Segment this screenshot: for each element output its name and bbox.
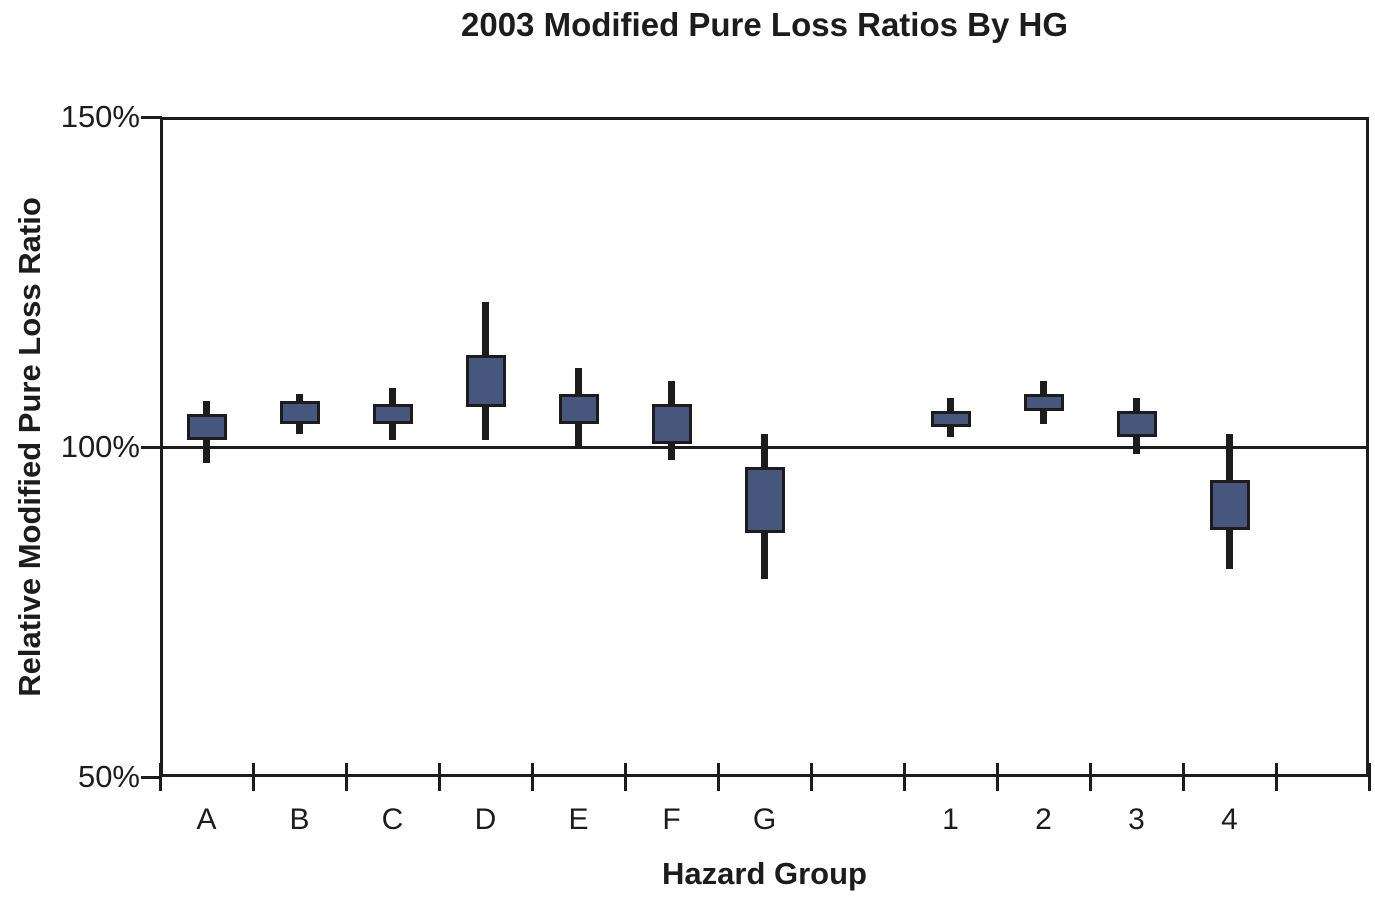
x-category-label-2: 2 [1035,803,1052,836]
chart-title: 2003 Modified Pure Loss Ratios By HG [461,6,1068,43]
x-axis-tick [344,763,348,791]
box-body-4 [1209,480,1250,530]
box-body-F [651,404,692,444]
x-category-label-A: A [196,803,217,836]
y-axis-tick [141,115,162,119]
box-body-1 [930,410,971,428]
x-axis-tick [1367,763,1371,791]
x-axis-tick [716,763,720,791]
y-tick-label: 150% [60,99,140,134]
box-body-2 [1023,394,1064,411]
x-category-label-G: G [752,803,777,836]
box-body-C [372,404,413,424]
x-axis-tick [902,763,906,791]
box-body-G [744,466,785,533]
x-axis-tick [623,763,627,791]
x-category-label-C: C [381,803,404,836]
box-body-D [465,354,506,408]
x-axis-tick [1274,763,1278,791]
x-category-label-4: 4 [1221,803,1238,836]
x-axis-tick [1181,763,1185,791]
box-body-B [279,400,320,424]
x-category-label-1: 1 [942,803,959,836]
x-axis-tick [251,763,255,791]
x-axis-tick [437,763,441,791]
x-axis-tick [1088,763,1092,791]
y-axis-tick [141,445,162,449]
x-axis-title: Hazard Group [662,856,867,891]
x-axis-tick [809,763,813,791]
box-body-E [558,394,599,424]
box-body-A [186,414,227,441]
x-category-label-B: B [289,803,310,836]
x-category-label-F: F [662,803,681,836]
y-axis-tick [141,775,162,779]
x-category-label-E: E [568,803,589,836]
x-axis-tick [995,763,999,791]
y-tick-label: 50% [77,759,140,794]
x-category-label-D: D [474,803,497,836]
x-axis-tick [158,763,162,791]
x-category-label-3: 3 [1128,803,1145,836]
y-tick-label: 100% [60,429,140,464]
box-body-3 [1116,410,1157,438]
x-axis-tick [530,763,534,791]
